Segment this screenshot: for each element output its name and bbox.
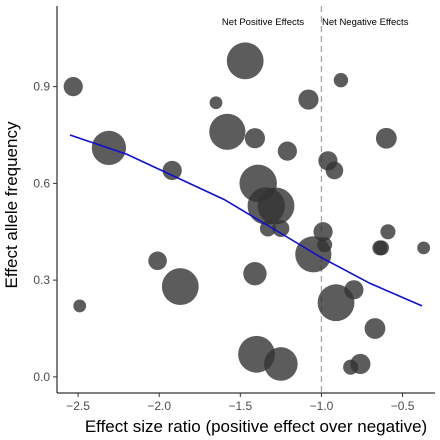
y-tick-label-0: 0.0 bbox=[33, 370, 50, 384]
data-point-17 bbox=[272, 220, 290, 238]
annotation-1: Net Negative Effects bbox=[322, 17, 409, 28]
data-point-34 bbox=[380, 224, 396, 240]
axes-group: −2.5 −2.0 −1.5 −1.0 −0.5 0.0 0.3 0.6 0.9 bbox=[33, 6, 435, 413]
data-point-29 bbox=[350, 353, 371, 375]
x-tick-label-4: −0.5 bbox=[391, 399, 415, 413]
data-point-3 bbox=[148, 251, 167, 271]
x-tick-label-0: −2.5 bbox=[66, 399, 90, 413]
x-tick-label-2: −1.5 bbox=[228, 399, 252, 413]
annotations-group: Net Positive Effects Net Negative Effects bbox=[222, 17, 409, 28]
data-point-35 bbox=[417, 241, 431, 255]
trend-line bbox=[69, 134, 423, 307]
data-point-4 bbox=[162, 160, 182, 181]
data-point-18 bbox=[277, 141, 297, 161]
data-point-14 bbox=[259, 220, 276, 237]
data-point-16 bbox=[264, 347, 298, 381]
data-point-19 bbox=[298, 89, 319, 110]
data-point-26 bbox=[333, 72, 349, 88]
points-group bbox=[63, 42, 431, 381]
data-point-30 bbox=[364, 318, 386, 339]
data-point-21 bbox=[313, 222, 333, 242]
data-point-8 bbox=[226, 42, 264, 80]
x-tick-label-1: −2.0 bbox=[147, 399, 171, 413]
y-tick-label-2: 0.6 bbox=[33, 176, 50, 190]
y-axis-title: Effect allele frequency bbox=[2, 121, 21, 288]
data-point-9 bbox=[244, 128, 266, 149]
data-point-0 bbox=[63, 77, 83, 97]
annotation-0: Net Positive Effects bbox=[222, 17, 304, 28]
data-point-33 bbox=[375, 127, 397, 149]
data-point-22 bbox=[317, 237, 333, 253]
data-point-28 bbox=[344, 280, 364, 300]
data-point-5 bbox=[161, 268, 199, 305]
y-tick-label-3: 0.9 bbox=[33, 80, 50, 94]
x-tick-label-3: −1.0 bbox=[310, 399, 334, 413]
data-point-10 bbox=[243, 261, 267, 286]
data-point-15 bbox=[257, 187, 295, 225]
data-point-32 bbox=[373, 240, 389, 256]
x-axis-title: Effect size ratio (positive effect over … bbox=[85, 417, 427, 436]
trend-line-group bbox=[69, 134, 423, 307]
data-point-1 bbox=[73, 299, 87, 313]
data-point-7 bbox=[209, 113, 246, 150]
data-point-24 bbox=[325, 161, 344, 180]
data-point-6 bbox=[209, 96, 223, 110]
y-tick-label-1: 0.3 bbox=[33, 273, 50, 287]
